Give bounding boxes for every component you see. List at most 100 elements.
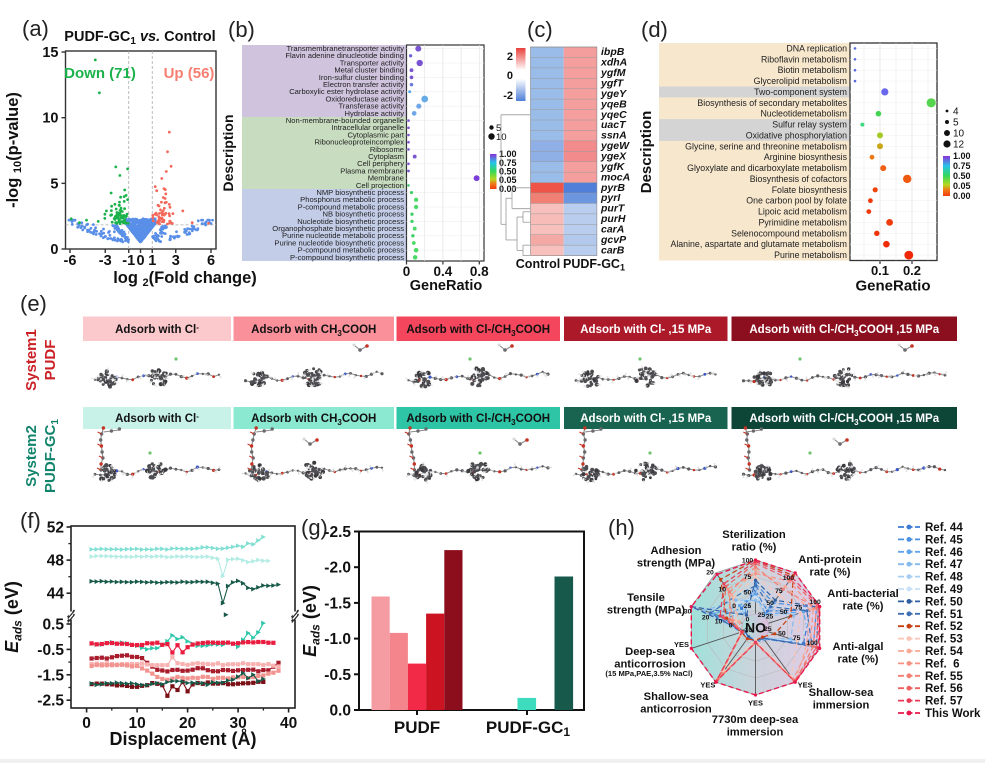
svg-text:Ref. 48: Ref. 48 bbox=[925, 572, 963, 584]
svg-text:Adsorb with Cl-/CH3COOH ,15 MP: Adsorb with Cl-/CH3COOH ,15 MPa bbox=[749, 324, 939, 338]
svg-text:Adhesion: Adhesion bbox=[651, 545, 702, 557]
svg-text:Description: Description bbox=[638, 111, 655, 194]
svg-text:30: 30 bbox=[229, 715, 246, 732]
svg-text:Adsorb with Cl-/CH3COOH: Adsorb with Cl-/CH3COOH bbox=[406, 413, 550, 427]
svg-text:44: 44 bbox=[47, 586, 65, 603]
svg-text:10: 10 bbox=[42, 111, 58, 127]
svg-text:0.75: 0.75 bbox=[499, 158, 517, 168]
svg-text:20: 20 bbox=[706, 570, 714, 577]
svg-text:Oxidoreductase activity: Oxidoreductase activity bbox=[325, 94, 404, 103]
svg-text:carA: carA bbox=[601, 224, 624, 236]
svg-text:48: 48 bbox=[47, 553, 65, 570]
svg-text:30: 30 bbox=[684, 608, 692, 615]
svg-text:Ref. 50: Ref. 50 bbox=[925, 596, 963, 608]
svg-text:(15 MPa,PAE,3.5% NaCl): (15 MPa,PAE,3.5% NaCl) bbox=[605, 669, 693, 678]
svg-text:52: 52 bbox=[47, 520, 64, 537]
svg-text:Ref. 54: Ref. 54 bbox=[925, 646, 963, 658]
svg-text:Membrane: Membrane bbox=[368, 174, 404, 183]
svg-text:pyrI: pyrI bbox=[600, 192, 621, 204]
svg-text:PUDF: PUDF bbox=[42, 340, 59, 381]
svg-text:xdhA: xdhA bbox=[600, 57, 627, 69]
svg-text:rate (%): rate (%) bbox=[837, 654, 878, 666]
svg-text:pyrB: pyrB bbox=[600, 182, 625, 194]
svg-text:Adsorb with Cl- ,15 MPa: Adsorb with Cl- ,15 MPa bbox=[580, 324, 712, 336]
svg-text:System1: System1 bbox=[23, 329, 40, 391]
svg-text:ygeX: ygeX bbox=[600, 151, 627, 163]
svg-text:5: 5 bbox=[50, 176, 58, 192]
svg-text:40: 40 bbox=[280, 715, 297, 732]
svg-text:YES: YES bbox=[700, 681, 715, 690]
svg-text:Adsorb with Cl-/CH3COOH: Adsorb with Cl-/CH3COOH bbox=[406, 324, 550, 338]
svg-text:Arginine biosynthesis: Arginine biosynthesis bbox=[764, 152, 848, 162]
svg-text:Nucleotide biosynthetic proces: Nucleotide biosynthetic process bbox=[297, 217, 404, 226]
svg-text:Adsorb with Cl-/CH3COOH ,15 MP: Adsorb with Cl-/CH3COOH ,15 MPa bbox=[749, 413, 939, 427]
svg-text:10: 10 bbox=[128, 715, 145, 732]
svg-text:NMP biosynthetic process: NMP biosynthetic process bbox=[316, 188, 404, 197]
svg-text:-1.5: -1.5 bbox=[37, 667, 64, 684]
svg-text:yqeC: yqeC bbox=[600, 109, 627, 121]
svg-text:Hydrolase activity: Hydrolase activity bbox=[344, 109, 404, 118]
svg-text:Adsorb with CH3COOH: Adsorb with CH3COOH bbox=[251, 324, 376, 338]
svg-text:(f): (f) bbox=[20, 508, 41, 533]
svg-text:Shallow-sea: Shallow-sea bbox=[644, 691, 709, 703]
svg-text:carB: carB bbox=[601, 244, 625, 256]
svg-text:Metal cluster binding: Metal cluster binding bbox=[334, 66, 404, 75]
svg-text:PUDF-GC1: PUDF-GC1 bbox=[563, 257, 625, 273]
svg-text:One carbon pool by folate: One carbon pool by folate bbox=[746, 196, 847, 206]
svg-text:Control: Control bbox=[516, 257, 560, 271]
svg-text:purT: purT bbox=[600, 203, 626, 215]
svg-text:Tensile: Tensile bbox=[627, 592, 665, 604]
svg-text:0: 0 bbox=[136, 253, 144, 269]
svg-text:immersion: immersion bbox=[813, 700, 870, 712]
svg-text:50: 50 bbox=[766, 600, 774, 607]
svg-text:log 2(Fold change): log 2(Fold change) bbox=[113, 269, 257, 289]
svg-text:0.8: 0.8 bbox=[470, 264, 489, 279]
svg-text:YES: YES bbox=[798, 681, 813, 690]
svg-text:Adsorb with CH3COOH: Adsorb with CH3COOH bbox=[251, 413, 376, 427]
svg-text:0.50: 0.50 bbox=[953, 171, 971, 181]
svg-text:Purine nucleotide biosynthetic: Purine nucleotide biosynthetic process bbox=[274, 238, 404, 247]
svg-text:0: 0 bbox=[82, 715, 91, 732]
svg-text:Transferase activity: Transferase activity bbox=[338, 102, 404, 111]
svg-text:1: 1 bbox=[148, 253, 156, 269]
svg-text:0.50: 0.50 bbox=[499, 167, 517, 177]
svg-text:Biosynthesis of cofactors: Biosynthesis of cofactors bbox=[750, 174, 848, 184]
svg-text:anticorrosion: anticorrosion bbox=[640, 704, 712, 716]
svg-text:5: 5 bbox=[953, 118, 959, 129]
svg-text:6: 6 bbox=[207, 253, 215, 269]
svg-text:0.2: 0.2 bbox=[903, 263, 921, 278]
svg-text:Shallow-sea: Shallow-sea bbox=[809, 687, 874, 699]
svg-text:rate (%): rate (%) bbox=[842, 601, 883, 613]
svg-text:ygfK: ygfK bbox=[600, 161, 626, 173]
svg-text:Purine metabolism: Purine metabolism bbox=[774, 250, 847, 260]
svg-text:50: 50 bbox=[744, 589, 752, 596]
svg-text:10: 10 bbox=[953, 129, 965, 140]
svg-text:1.00: 1.00 bbox=[953, 151, 971, 161]
svg-text:Biotin metabolism: Biotin metabolism bbox=[778, 65, 847, 75]
svg-text:0: 0 bbox=[507, 70, 513, 82]
svg-text:Cytoplasmic part: Cytoplasmic part bbox=[347, 130, 404, 139]
svg-text:yqeB: yqeB bbox=[600, 98, 627, 110]
svg-text:0.0: 0.0 bbox=[329, 703, 351, 720]
svg-text:0: 0 bbox=[732, 603, 736, 610]
svg-text:(d): (d) bbox=[641, 17, 668, 42]
svg-text:Cell periphery: Cell periphery bbox=[357, 159, 404, 168]
svg-text:Cytoplasm: Cytoplasm bbox=[368, 152, 404, 161]
svg-text:75: 75 bbox=[793, 635, 801, 642]
svg-text:ibpB: ibpB bbox=[601, 46, 625, 58]
svg-text:-2.5: -2.5 bbox=[37, 693, 64, 710]
svg-text:Ref. 49: Ref. 49 bbox=[925, 584, 963, 596]
svg-text:100: 100 bbox=[742, 558, 754, 565]
svg-text:-0.5: -0.5 bbox=[324, 667, 351, 684]
svg-text:anticorrosion: anticorrosion bbox=[614, 659, 686, 671]
svg-text:-0.5: -0.5 bbox=[37, 642, 64, 659]
svg-text:Adsorb with Cl-: Adsorb with Cl- bbox=[115, 412, 199, 425]
svg-text:Glyoxylate and dicarboxylate m: Glyoxylate and dicarboxylate metabolism bbox=[687, 163, 847, 173]
svg-text:gcvP: gcvP bbox=[600, 234, 627, 246]
svg-text:100: 100 bbox=[806, 640, 818, 647]
svg-text:P-compound metabolic process: P-compound metabolic process bbox=[298, 202, 405, 211]
svg-text:(c): (c) bbox=[527, 17, 553, 42]
svg-text:25: 25 bbox=[744, 603, 752, 610]
svg-text:25: 25 bbox=[766, 614, 774, 621]
svg-text:strength (MPa): strength (MPa) bbox=[637, 558, 716, 570]
